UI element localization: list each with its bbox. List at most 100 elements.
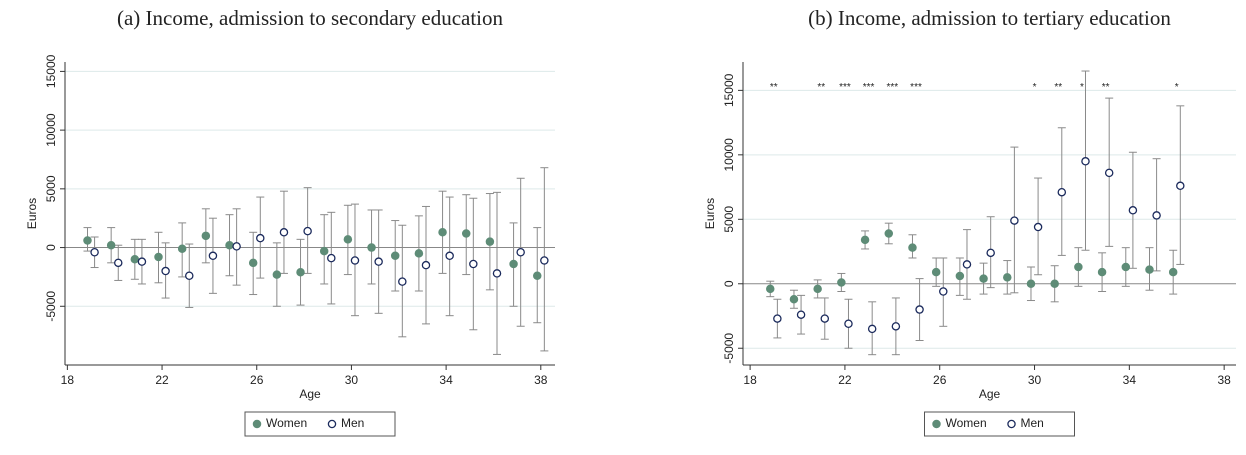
point bbox=[279, 228, 289, 237]
point bbox=[844, 319, 853, 328]
y-tick-label: 10000 bbox=[44, 113, 58, 147]
x-tick-label: 30 bbox=[345, 373, 359, 387]
point bbox=[137, 257, 147, 266]
point bbox=[114, 258, 123, 268]
point bbox=[540, 256, 549, 265]
point bbox=[979, 274, 988, 283]
point bbox=[766, 284, 775, 294]
point bbox=[509, 259, 518, 269]
significance-mark: * bbox=[1033, 82, 1037, 93]
point bbox=[860, 235, 870, 245]
x-axis-label: Age bbox=[299, 387, 321, 401]
legend-label: Men bbox=[1021, 416, 1044, 430]
significance-mark: ** bbox=[770, 82, 778, 93]
point bbox=[1074, 262, 1083, 272]
point bbox=[390, 251, 400, 261]
panel-title: (a) Income, admission to secondary educa… bbox=[117, 6, 504, 30]
point bbox=[438, 228, 447, 237]
y-tick-label: 0 bbox=[44, 244, 58, 251]
y-tick-label: -5000 bbox=[722, 333, 736, 364]
point bbox=[891, 322, 901, 331]
y-axis-label: Euros bbox=[703, 198, 717, 229]
point bbox=[185, 271, 194, 280]
point bbox=[796, 310, 806, 319]
point bbox=[327, 253, 336, 263]
significance-mark: ** bbox=[1054, 82, 1062, 93]
point bbox=[461, 229, 471, 238]
point bbox=[161, 266, 170, 276]
y-tick-label: 15000 bbox=[722, 73, 736, 107]
point bbox=[303, 226, 312, 236]
point bbox=[1128, 206, 1138, 215]
point bbox=[1050, 279, 1059, 289]
legend-label: Men bbox=[341, 416, 364, 430]
x-tick-label: 38 bbox=[534, 373, 548, 387]
point bbox=[374, 257, 383, 266]
y-tick-label: 5000 bbox=[722, 206, 736, 233]
significance-mark: * bbox=[1175, 82, 1179, 93]
point bbox=[296, 267, 305, 277]
x-tick-label: 34 bbox=[439, 373, 453, 387]
point bbox=[225, 240, 234, 250]
point bbox=[908, 243, 917, 252]
point bbox=[492, 269, 502, 278]
legend bbox=[244, 411, 396, 437]
point bbox=[106, 240, 116, 250]
significance-mark: *** bbox=[910, 82, 922, 93]
significance-mark: *** bbox=[863, 82, 875, 93]
point bbox=[421, 260, 431, 270]
point bbox=[1104, 168, 1114, 178]
point bbox=[789, 294, 799, 304]
significance-mark: ** bbox=[817, 82, 825, 93]
point bbox=[90, 248, 99, 257]
point bbox=[1026, 279, 1036, 289]
point bbox=[939, 287, 948, 296]
point bbox=[955, 271, 965, 281]
point bbox=[232, 242, 241, 251]
significance-mark: *** bbox=[839, 82, 851, 93]
x-tick-label: 22 bbox=[155, 373, 169, 387]
legend-marker bbox=[252, 419, 262, 429]
point bbox=[1168, 267, 1178, 277]
y-tick-label: 15000 bbox=[44, 54, 58, 88]
point bbox=[837, 278, 846, 287]
y-tick-label: 5000 bbox=[44, 175, 58, 202]
x-tick-label: 18 bbox=[743, 373, 757, 387]
point bbox=[367, 243, 376, 252]
x-tick-label: 22 bbox=[838, 373, 852, 387]
point bbox=[820, 314, 830, 323]
point bbox=[1033, 222, 1043, 232]
point bbox=[414, 249, 424, 258]
significance-mark: ** bbox=[1102, 82, 1110, 93]
point bbox=[177, 244, 187, 253]
point bbox=[986, 248, 995, 258]
point bbox=[1176, 181, 1185, 191]
point bbox=[773, 314, 782, 323]
legend-label: Women bbox=[946, 416, 987, 430]
point bbox=[130, 255, 140, 264]
point bbox=[813, 284, 822, 294]
panel-title: (b) Income, admission to tertiary educat… bbox=[808, 6, 1171, 30]
y-tick-label: 0 bbox=[722, 280, 736, 287]
x-tick-label: 18 bbox=[61, 373, 75, 387]
legend-marker bbox=[327, 419, 337, 429]
point bbox=[201, 231, 211, 241]
point bbox=[1145, 265, 1154, 274]
y-tick-label: -5000 bbox=[44, 291, 58, 322]
x-tick-label: 26 bbox=[250, 373, 264, 387]
point bbox=[485, 237, 495, 246]
point bbox=[350, 256, 360, 265]
point bbox=[516, 248, 525, 257]
x-tick-label: 38 bbox=[1217, 373, 1231, 387]
point bbox=[343, 235, 353, 244]
legend-label: Women bbox=[266, 416, 307, 430]
x-tick-label: 34 bbox=[1123, 373, 1137, 387]
significance-mark: * bbox=[1080, 82, 1084, 93]
point bbox=[398, 277, 407, 286]
point bbox=[1081, 157, 1090, 166]
point bbox=[1121, 262, 1131, 272]
point bbox=[1097, 267, 1107, 277]
point bbox=[1152, 211, 1161, 220]
x-tick-label: 26 bbox=[933, 373, 947, 387]
